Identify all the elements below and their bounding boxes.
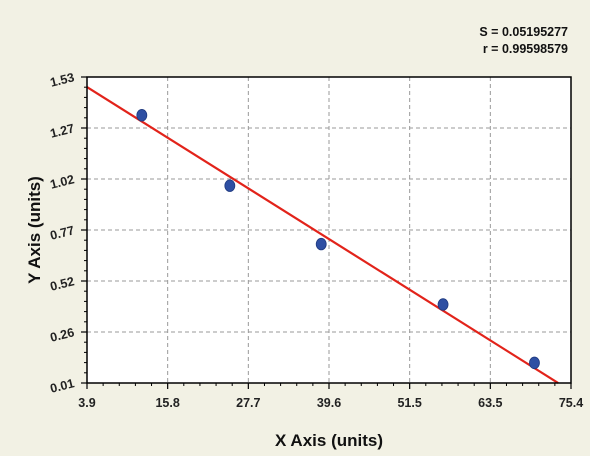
y-tick-label: 0.01 [49, 376, 76, 395]
data-points [136, 109, 540, 370]
s-statistic-label: S = 0.05195277 [479, 25, 568, 39]
y-tick-label: 1.02 [49, 172, 76, 191]
x-axis-ticks: 3.9 15.8 27.7 39.6 51.5 63.5 75.4 [78, 383, 583, 410]
fit-line [86, 86, 559, 384]
data-point [529, 356, 540, 370]
r-statistic-label: r = 0.99598579 [483, 42, 568, 56]
x-tick-label: 75.4 [559, 396, 583, 410]
y-tick-label: 0.26 [49, 325, 76, 344]
y-tick-label: 1.53 [49, 70, 76, 89]
data-point [136, 109, 148, 122]
y-tick-label: 0.52 [49, 274, 76, 293]
y-tick-label: 0.77 [49, 223, 76, 242]
x-tick-label: 15.8 [155, 396, 179, 410]
data-point [437, 298, 449, 311]
x-tick-label: 63.5 [478, 396, 502, 410]
x-tick-label: 27.7 [236, 396, 260, 410]
x-axis-title: X Axis (units) [275, 431, 383, 450]
grid-lines [87, 77, 571, 383]
y-tick-label: 1.27 [49, 121, 76, 140]
x-tick-label: 39.6 [317, 396, 341, 410]
fit-line-group [86, 86, 559, 384]
y-axis-title: Y Axis (units) [25, 176, 44, 284]
y-axis-ticks: 0.01 0.26 0.52 0.77 1.02 1.27 1.53 [49, 70, 87, 396]
x-tick-label: 51.5 [397, 396, 421, 410]
x-tick-label: 3.9 [78, 396, 95, 410]
data-point [315, 237, 327, 251]
data-point [224, 179, 236, 192]
